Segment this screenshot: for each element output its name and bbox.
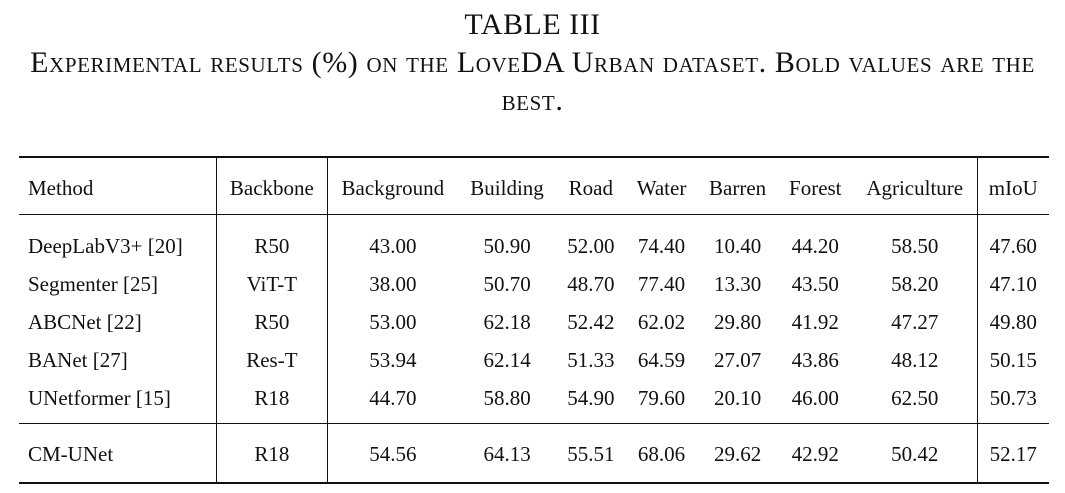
forest-cell: 44.20: [791, 233, 839, 258]
proposed-method-row: CM-UNet R18 54.56 64.13 55.51 68.06 29.6…: [19, 423, 1049, 484]
method-cell: Segmenter [25]: [19, 265, 217, 303]
building-cell-best: 64.13: [457, 423, 557, 484]
column-header-method: Method: [19, 156, 217, 215]
building-cell: 62.18: [483, 309, 531, 334]
column-header-backbone: Backbone: [216, 156, 328, 215]
column-header-water: Water: [625, 156, 698, 215]
background-cell: 53.94: [369, 347, 417, 372]
background-cell: 53.00: [369, 309, 417, 334]
forest-cell: 46.00: [791, 385, 839, 410]
forest-cell: 43.50: [791, 271, 839, 296]
table-row: BANet [27] Res-T 53.94 62.14 51.33 64.59…: [19, 341, 1049, 379]
background-cell: 43.00: [369, 233, 417, 258]
miou-cell: 50.15: [989, 347, 1037, 372]
water-cell: 62.02: [637, 309, 686, 334]
column-header-background: Background: [327, 156, 458, 215]
forest-cell: 43.86: [791, 347, 839, 372]
water-cell: 79.60: [637, 385, 686, 410]
road-cell-best: 55.51: [556, 423, 626, 484]
miou-cell: 49.80: [989, 309, 1037, 334]
barren-cell: 29.62: [697, 423, 778, 484]
table-caption: TABLE III Experimental results (%) on th…: [0, 6, 1065, 120]
column-header-forest: Forest: [777, 156, 853, 215]
table-row: DeepLabV3+ [20] R50 43.00 50.90 52.00 74…: [19, 214, 1049, 265]
miou-cell: 47.10: [989, 271, 1037, 296]
water-cell: 77.40: [637, 271, 686, 296]
header-row: Method Backbone Background Building Road…: [19, 156, 1049, 215]
table-row: UNetformer [15] R18 44.70 58.80 54.90 79…: [19, 379, 1049, 424]
forest-cell: 42.92: [777, 423, 853, 484]
agriculture-cell: 62.50: [852, 379, 978, 424]
water-cell: 74.40: [637, 233, 686, 258]
backbone-cell: Res-T: [216, 341, 328, 379]
method-cell: BANet [27]: [19, 341, 217, 379]
barren-cell: 20.10: [713, 385, 762, 410]
road-cell: 51.33: [567, 347, 615, 372]
column-header-barren: Barren: [697, 156, 778, 215]
backbone-cell: R50: [216, 303, 328, 341]
backbone-cell: R50: [216, 214, 328, 265]
background-cell-best: 54.56: [327, 423, 458, 484]
agriculture-cell: 58.50: [852, 214, 978, 265]
table-row: ABCNet [22] R50 53.00 62.18 52.42 62.02 …: [19, 303, 1049, 341]
miou-cell: 47.60: [989, 233, 1037, 258]
background-cell: 44.70: [369, 385, 417, 410]
table-row: Segmenter [25] ViT-T 38.00 50.70 48.70 7…: [19, 265, 1049, 303]
water-cell: 64.59: [637, 347, 686, 372]
agriculture-cell: 47.27: [852, 303, 978, 341]
background-cell: 38.00: [369, 271, 417, 296]
forest-cell: 41.92: [791, 309, 839, 334]
miou-cell-best: 52.17: [977, 423, 1049, 484]
miou-cell: 50.73: [989, 385, 1037, 410]
column-header-road: Road: [556, 156, 626, 215]
building-cell: 62.14: [483, 347, 531, 372]
caption-text: Experimental results (%) on the LoveDA U…: [30, 46, 1035, 117]
road-cell: 52.42: [567, 309, 615, 334]
agriculture-cell: 50.42: [852, 423, 978, 484]
column-header-miou: mIoU: [977, 156, 1049, 215]
building-cell: 58.80: [483, 385, 531, 410]
road-cell: 48.70: [567, 271, 615, 296]
table-number: TABLE III: [464, 8, 601, 41]
road-cell: 54.90: [567, 385, 615, 410]
building-cell: 50.90: [483, 233, 531, 258]
column-header-building: Building: [457, 156, 557, 215]
water-cell: 68.06: [625, 423, 698, 484]
barren-cell: 10.40: [713, 233, 762, 258]
column-header-agriculture: Agriculture: [852, 156, 978, 215]
method-cell: DeepLabV3+ [20]: [19, 214, 217, 265]
backbone-cell: R18: [216, 379, 328, 424]
backbone-cell: R18: [216, 423, 328, 484]
backbone-cell: ViT-T: [216, 265, 328, 303]
method-cell: UNetformer [15]: [19, 379, 217, 424]
barren-cell: 27.07: [713, 347, 762, 372]
building-cell: 50.70: [483, 271, 531, 296]
agriculture-cell: 48.12: [852, 341, 978, 379]
results-table: Method Backbone Background Building Road…: [19, 156, 1049, 484]
road-cell: 52.00: [567, 233, 615, 258]
method-cell: CM-UNet: [19, 423, 217, 484]
barren-cell: 29.80: [713, 309, 762, 334]
barren-cell: 13.30: [713, 271, 762, 296]
agriculture-cell: 58.20: [852, 265, 978, 303]
method-cell: ABCNet [22]: [19, 303, 217, 341]
